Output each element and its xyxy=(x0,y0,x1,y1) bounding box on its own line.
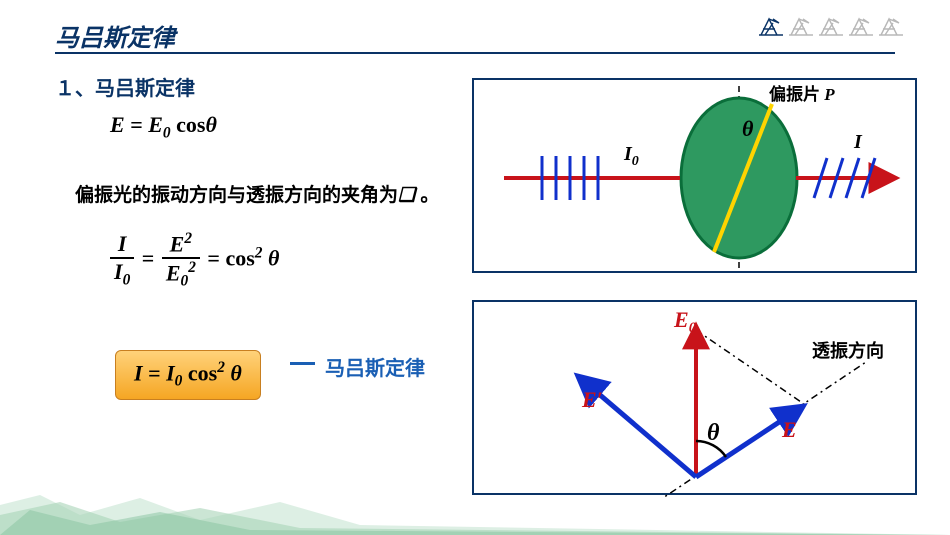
svg-text:E′: E′ xyxy=(581,387,603,412)
background-decoration xyxy=(0,490,950,535)
svg-text:E0: E0 xyxy=(673,307,697,336)
oil-rig-icon xyxy=(787,15,815,37)
svg-text:透振方向: 透振方向 xyxy=(812,340,884,361)
svg-text:θ: θ xyxy=(707,420,720,446)
description-text: 偏振光的振动方向与透振方向的夹角为❑ 。 xyxy=(75,180,439,207)
equation-ratio: I I0 = E2 E02 = cos2 θ xyxy=(108,230,279,291)
oil-rig-icon xyxy=(877,15,905,37)
title-underline xyxy=(55,52,895,54)
diagram-vectors: E0 E′ E 透振方向 θ xyxy=(472,300,917,495)
equation-amplitude: E = E0 cosθ xyxy=(110,112,217,142)
progress-indicator xyxy=(757,15,905,37)
diagram-polarizer: 偏振片 P I0 I θ xyxy=(472,78,917,273)
malus-law-label: 马吕斯定律 xyxy=(325,352,425,381)
oil-rig-icon xyxy=(847,15,875,37)
svg-text:偏振片 P: 偏振片 P xyxy=(769,84,835,104)
label-connector xyxy=(290,362,315,365)
section-number: １、 xyxy=(55,78,95,100)
svg-text:I: I xyxy=(853,131,863,153)
svg-text:E: E xyxy=(781,417,797,442)
section-title: 马吕斯定律 xyxy=(95,78,195,100)
section-heading: １、马吕斯定律 xyxy=(55,72,195,101)
page-title: 马吕斯定律 xyxy=(55,18,175,53)
svg-text:θ: θ xyxy=(742,116,754,141)
malus-law-box: I = I0 cos2 θ xyxy=(115,350,261,400)
oil-rig-icon xyxy=(757,15,785,37)
svg-text:I0: I0 xyxy=(623,143,639,169)
oil-rig-icon xyxy=(817,15,845,37)
